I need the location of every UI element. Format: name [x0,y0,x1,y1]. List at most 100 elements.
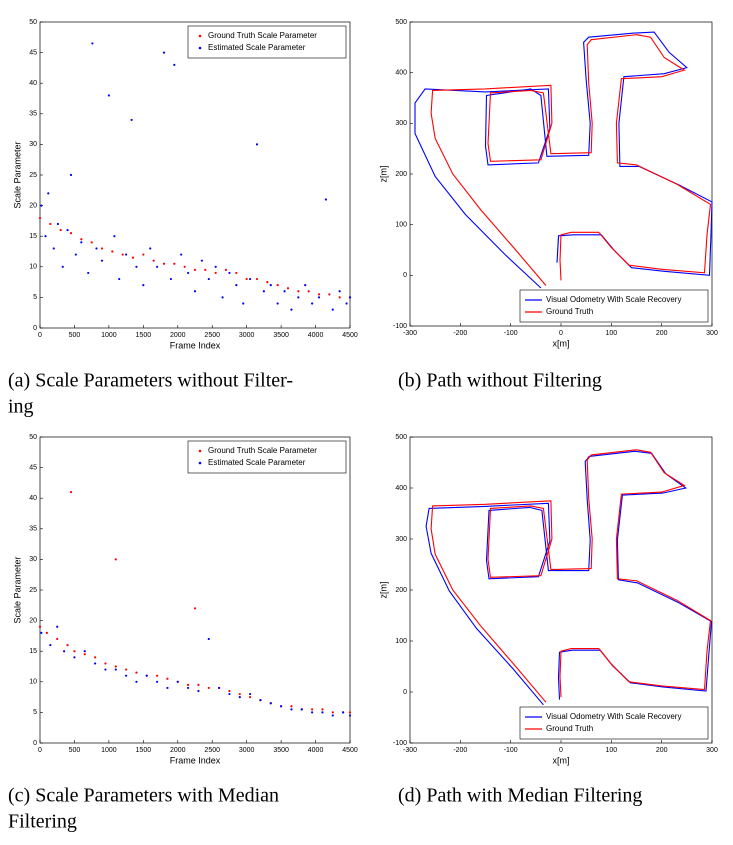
legend-label: Visual Odometry With Scale Recovery [546,712,681,721]
x-tick-label: 200 [656,330,668,337]
y-axis-label: Scale Parameter [12,141,22,208]
scatter-point [262,290,265,293]
y-tick-label: 30 [29,556,37,563]
scatter-point [162,51,166,54]
scatter-point [249,696,252,699]
scatter-point [200,259,203,262]
scatter-point [228,271,231,275]
x-tick-label: 1500 [136,747,152,754]
scatter-point [300,708,303,711]
scatter-point [162,262,166,265]
scatter-point [59,228,62,232]
x-axis-label: Frame Index [170,755,221,765]
scatter-point [307,290,310,293]
x-tick-label: 3000 [239,332,255,339]
scatter-point [338,290,341,293]
scatter-point [276,284,279,287]
scatter-point [66,228,69,232]
scatter-point [94,662,97,665]
x-axis-label: x[m] [553,755,570,765]
y-tick-label: 100 [395,222,407,229]
scatter-point [242,302,245,305]
scatter-point [130,118,133,122]
x-tick-label: 300 [706,330,718,337]
scatter-point [255,143,259,146]
x-tick-label: -300 [403,747,417,754]
y-tick-label: 20 [29,202,37,209]
x-tick-label: 1000 [101,332,117,339]
scatter-point [193,607,197,610]
x-tick-label: 2000 [170,332,186,339]
scatter-point [197,683,200,686]
scatter-point [259,699,262,702]
scatter-point [69,232,73,235]
subplot: 0 500 1000 1500 2000 2500 3000 3500 4000 4500 0 5 10… [8,434,358,833]
scatter-point [114,668,117,671]
scatter-point [218,686,221,690]
scatter-point [142,253,145,256]
scatter-point [290,308,293,311]
y-tick-label: 5 [33,709,37,716]
scatter-point [228,689,231,693]
x-tick-label: 100 [605,747,617,754]
scatter-point [238,692,241,696]
legend-swatch [198,46,202,50]
scatter-point [297,290,300,293]
scatter-point [283,290,286,293]
scatter-point [114,665,117,668]
scatter-point [83,650,86,653]
scatter-point [113,235,116,238]
scatter-point [90,241,93,244]
scatter-point [69,173,73,177]
scatter-point [187,271,190,275]
scatter-point [324,198,327,201]
legend-label: Estimated Scale Parameter [208,458,306,467]
scatter-point [331,308,334,311]
caption: (c) Scale Parameters with Median [8,785,279,807]
y-tick-label: 300 [395,120,407,127]
legend-swatch [198,449,202,453]
y-tick-label: 50 [29,19,37,26]
scatter-point [207,686,210,690]
x-tick-label: 200 [656,747,668,754]
scatter-point [149,247,152,250]
y-tick-label: 40 [29,495,37,502]
y-tick-label: 100 [395,638,407,645]
y-axis-label: z[m] [378,166,388,183]
legend-box [187,440,347,474]
scatter-point [104,668,107,671]
scatter-point [187,683,190,686]
scatter-point [94,656,97,659]
path-line [414,31,713,289]
x-tick-label: 0 [38,747,42,754]
scatter-point [173,262,176,265]
x-tick-label: 2500 [204,747,220,754]
y-axis-label: Scale Parameter [12,556,22,623]
y-tick-label: 40 [29,80,37,87]
scatter-point [235,271,238,275]
scatter-point [342,711,345,714]
x-tick-label: 500 [69,332,81,339]
y-tick-label: 400 [395,70,407,77]
scatter-point [214,265,217,268]
x-tick-label: -300 [403,330,417,337]
legend-box [519,706,709,740]
scatter-point [44,235,47,238]
scatter-point [269,284,272,287]
scatter-point [221,296,224,299]
scatter-point [238,696,241,699]
scatter-point [328,293,331,296]
subplot: 0 500 1000 1500 2000 2500 3000 3500 4000 4500 0 5 10… [8,19,358,418]
path-line [430,449,712,703]
scatter-point [156,680,159,683]
x-tick-label: 0 [38,332,42,339]
scatter-point [45,631,48,634]
scatter-point [245,277,248,281]
scatter-point [145,674,148,677]
legend: Ground Truth Scale Parameter Estimated Sc… [187,440,347,474]
scatter-point [297,296,300,299]
scatter-point [197,689,200,693]
scatter-point [228,692,231,696]
scatter-point [56,222,60,226]
caption: ing [8,396,34,418]
